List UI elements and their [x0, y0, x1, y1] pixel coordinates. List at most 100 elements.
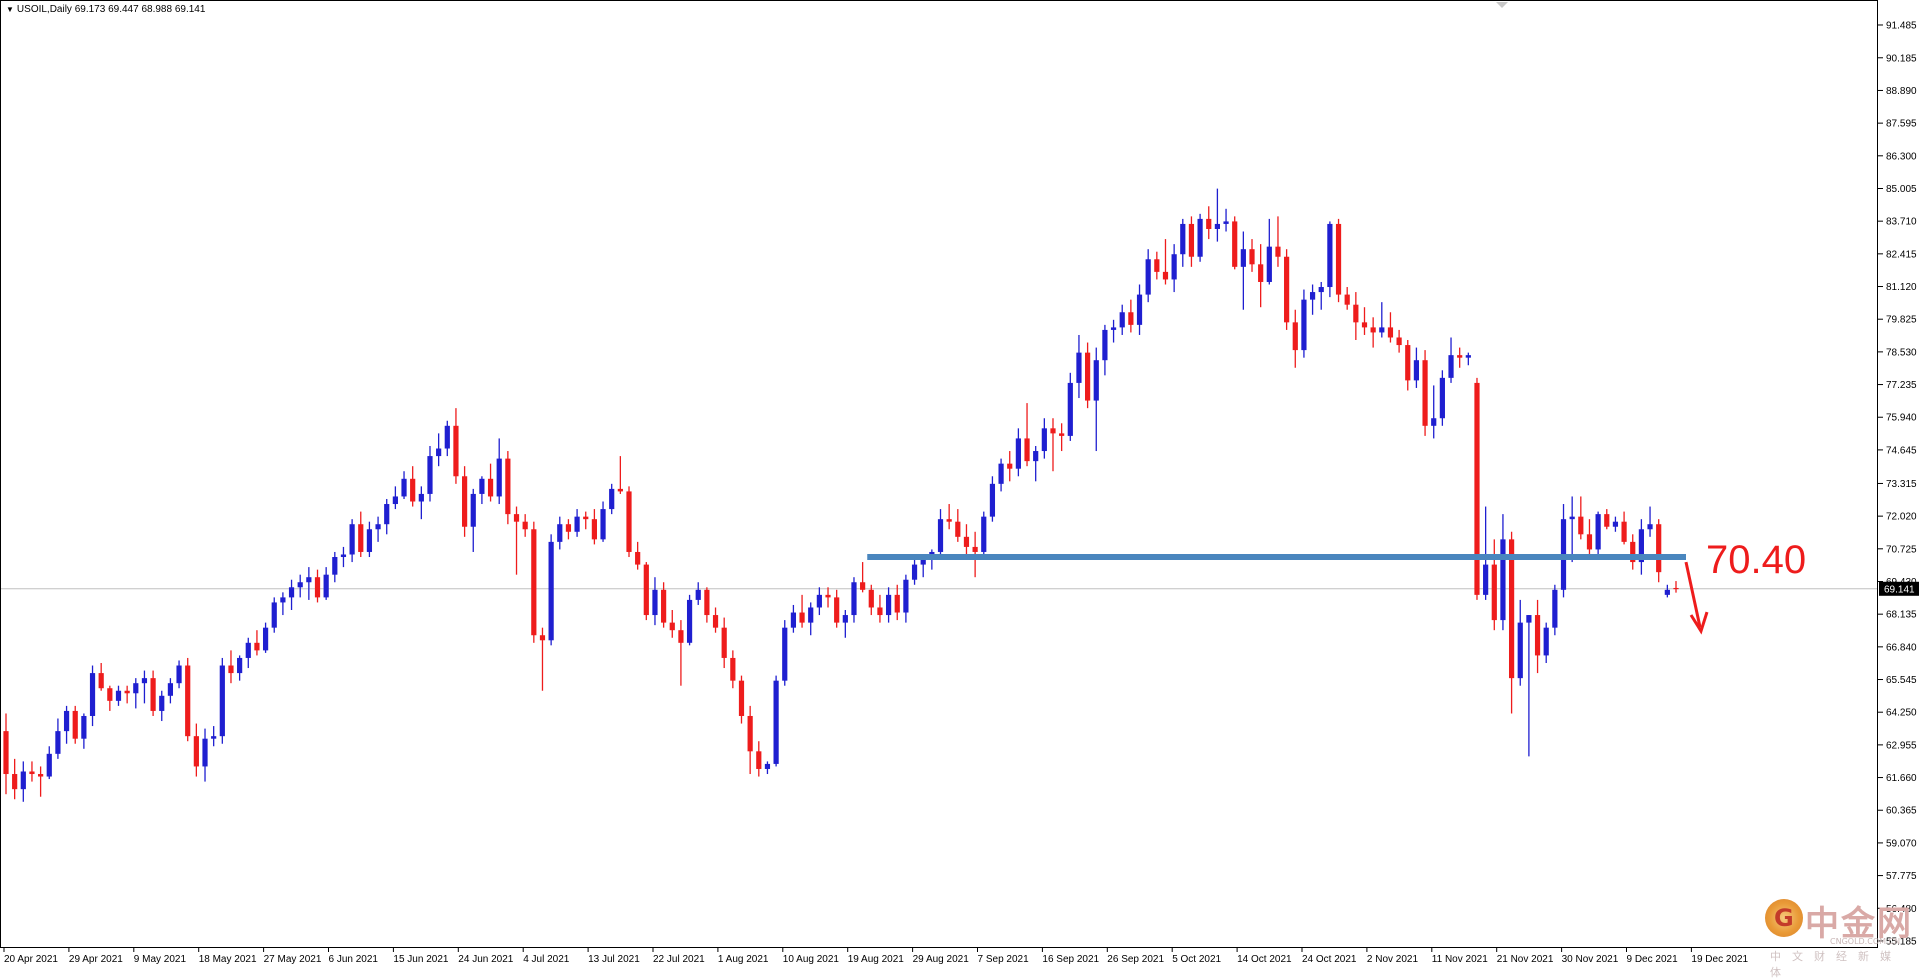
candle[interactable]: [384, 498, 390, 535]
candle[interactable]: [1483, 506, 1489, 600]
candle[interactable]: [176, 660, 182, 689]
candle[interactable]: [1145, 249, 1151, 303]
candle[interactable]: [1162, 239, 1169, 285]
candle[interactable]: [323, 567, 329, 600]
candle[interactable]: [3, 713, 9, 795]
candle[interactable]: [1232, 216, 1238, 270]
candle[interactable]: [998, 458, 1004, 492]
candle[interactable]: [955, 509, 961, 542]
candle[interactable]: [1465, 352, 1471, 366]
candle[interactable]: [1569, 496, 1575, 563]
candle[interactable]: [1240, 231, 1246, 310]
candle[interactable]: [1379, 302, 1385, 338]
candle[interactable]: [981, 511, 987, 558]
candle[interactable]: [1534, 599, 1541, 674]
candle[interactable]: [202, 728, 208, 782]
candle[interactable]: [1266, 218, 1272, 285]
candle[interactable]: [462, 466, 468, 537]
candle[interactable]: [1223, 208, 1229, 232]
candle[interactable]: [1067, 372, 1073, 441]
candle[interactable]: [721, 617, 727, 669]
candle[interactable]: [124, 685, 130, 704]
candle[interactable]: [262, 622, 269, 653]
candle[interactable]: [574, 509, 580, 537]
candle[interactable]: [427, 445, 433, 502]
candle[interactable]: [1024, 403, 1030, 467]
candle[interactable]: [816, 587, 822, 616]
candle[interactable]: [1110, 319, 1117, 343]
candle[interactable]: [1552, 584, 1558, 636]
candle[interactable]: [1309, 284, 1316, 315]
candle[interactable]: [1301, 289, 1307, 358]
candle[interactable]: [730, 650, 736, 689]
candle[interactable]: [1673, 581, 1679, 593]
candle[interactable]: [600, 501, 606, 542]
candle[interactable]: [946, 504, 952, 530]
candle[interactable]: [911, 559, 918, 585]
candle[interactable]: [150, 670, 156, 716]
candle[interactable]: [1413, 347, 1420, 388]
candle[interactable]: [565, 519, 572, 540]
candle[interactable]: [332, 551, 338, 583]
candle[interactable]: [790, 604, 797, 633]
candle[interactable]: [1595, 511, 1601, 555]
candle[interactable]: [72, 705, 78, 744]
candle[interactable]: [747, 705, 753, 775]
candle[interactable]: [1214, 188, 1220, 242]
candle[interactable]: [1508, 531, 1515, 714]
candle[interactable]: [1059, 423, 1065, 452]
candle[interactable]: [773, 675, 779, 767]
candle[interactable]: [271, 597, 277, 633]
candle[interactable]: [98, 662, 104, 691]
candle[interactable]: [46, 746, 52, 780]
candle[interactable]: [626, 486, 632, 558]
candle[interactable]: [63, 705, 70, 744]
candle[interactable]: [1275, 216, 1281, 267]
candle[interactable]: [1102, 324, 1108, 376]
candle[interactable]: [1076, 334, 1082, 399]
candle[interactable]: [1431, 385, 1437, 439]
candle[interactable]: [280, 592, 286, 616]
candle[interactable]: [609, 483, 615, 515]
candle[interactable]: [1474, 377, 1480, 600]
candle[interactable]: [453, 408, 459, 484]
candle[interactable]: [297, 574, 303, 598]
candle[interactable]: [825, 587, 831, 608]
candle[interactable]: [1327, 221, 1333, 298]
candle[interactable]: [115, 685, 122, 706]
candle[interactable]: [885, 587, 892, 623]
candle[interactable]: [1188, 216, 1195, 267]
candle[interactable]: [799, 594, 805, 628]
candle[interactable]: [583, 511, 589, 530]
candle[interactable]: [851, 577, 857, 623]
candle[interactable]: [306, 567, 312, 600]
candle[interactable]: [539, 627, 546, 691]
candle[interactable]: [1457, 347, 1463, 368]
candle[interactable]: [12, 758, 18, 800]
candle[interactable]: [834, 589, 840, 628]
candle[interactable]: [1578, 496, 1584, 540]
candle[interactable]: [237, 655, 243, 681]
candle[interactable]: [1085, 342, 1091, 409]
candle[interactable]: [219, 657, 225, 744]
candle[interactable]: [738, 675, 745, 724]
candle[interactable]: [1171, 244, 1177, 293]
candle[interactable]: [1664, 584, 1670, 598]
candle[interactable]: [1136, 284, 1143, 335]
candle[interactable]: [894, 584, 900, 621]
candle[interactable]: [617, 456, 623, 494]
candle[interactable]: [29, 761, 35, 782]
candle[interactable]: [366, 521, 373, 558]
candle[interactable]: [704, 587, 710, 623]
candle[interactable]: [712, 607, 719, 633]
candle[interactable]: [141, 670, 148, 704]
candle[interactable]: [1647, 506, 1653, 537]
candle[interactable]: [808, 602, 814, 636]
candle[interactable]: [1015, 428, 1021, 477]
candle[interactable]: [1007, 451, 1013, 482]
candle[interactable]: [254, 630, 260, 656]
candle[interactable]: [1284, 249, 1290, 330]
time-axis[interactable]: 20 Apr 2021 29 Apr 2021 9 May 2021 18 May 2…: [3, 948, 1749, 965]
candle[interactable]: [661, 582, 667, 628]
candle[interactable]: [1128, 299, 1134, 333]
